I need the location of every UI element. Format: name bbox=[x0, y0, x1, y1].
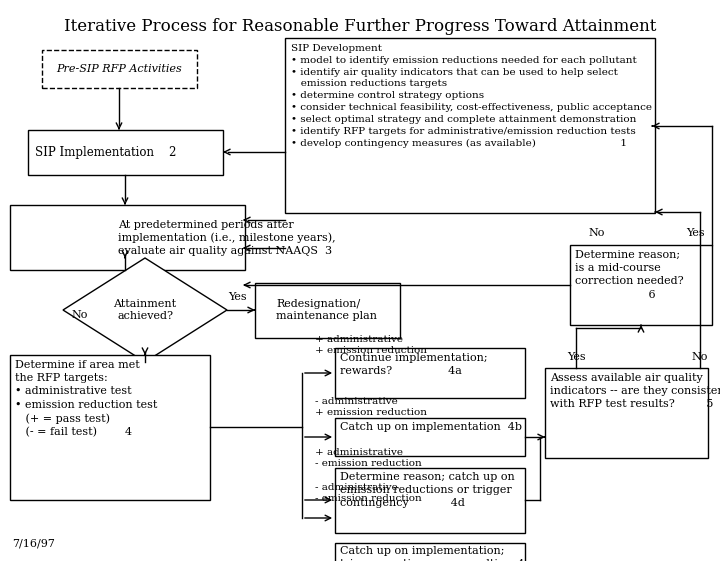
Text: At predetermined periods after
implementation (i.e., milestone years),
evaluate : At predetermined periods after implement… bbox=[118, 220, 336, 256]
Text: - administrative
- emission reduction: - administrative - emission reduction bbox=[315, 483, 422, 503]
Text: Pre-SIP RFP Activities: Pre-SIP RFP Activities bbox=[56, 64, 182, 74]
Bar bbox=[335, 468, 525, 533]
Text: Yes: Yes bbox=[567, 352, 585, 362]
Bar bbox=[570, 245, 712, 325]
Bar bbox=[335, 543, 525, 561]
Text: SIP Development
• model to identify emission reductions needed for each pollutan: SIP Development • model to identify emis… bbox=[291, 44, 652, 148]
Text: + administrative
+ emission reduction: + administrative + emission reduction bbox=[315, 335, 427, 355]
Bar bbox=[335, 418, 525, 456]
Text: Yes: Yes bbox=[228, 292, 246, 302]
Bar bbox=[28, 130, 223, 175]
Text: SIP Implementation    2: SIP Implementation 2 bbox=[35, 145, 176, 159]
Bar bbox=[335, 348, 525, 398]
Text: Assess available air quality
indicators -- are they consistent
with RFP test res: Assess available air quality indicators … bbox=[550, 373, 720, 410]
Bar bbox=[10, 205, 245, 270]
Text: Continue implementation;
rewards?                4a: Continue implementation; rewards? 4a bbox=[340, 353, 487, 376]
Text: + administrative
- emission reduction: + administrative - emission reduction bbox=[315, 448, 422, 468]
Bar bbox=[10, 355, 210, 500]
Text: - administrative
+ emission reduction: - administrative + emission reduction bbox=[315, 397, 427, 417]
Text: Determine reason; catch up on
emission reductions or trigger
contingency        : Determine reason; catch up on emission r… bbox=[340, 472, 515, 508]
Text: Determine reason;
is a mid-course
correction needed?
                     6: Determine reason; is a mid-course correc… bbox=[575, 250, 683, 300]
Text: Catch up on implementation;
trigger contingency; penalties  4c: Catch up on implementation; trigger cont… bbox=[340, 546, 531, 561]
Text: Yes: Yes bbox=[685, 228, 704, 238]
Bar bbox=[42, 50, 197, 88]
Polygon shape bbox=[63, 258, 227, 362]
Text: 7/16/97: 7/16/97 bbox=[12, 538, 55, 548]
Bar bbox=[255, 283, 400, 338]
Text: Redesignation/
maintenance plan: Redesignation/ maintenance plan bbox=[276, 299, 377, 321]
Text: No: No bbox=[72, 310, 88, 320]
Text: Iterative Process for Reasonable Further Progress Toward Attainment: Iterative Process for Reasonable Further… bbox=[64, 18, 656, 35]
Text: No: No bbox=[692, 352, 708, 362]
Text: Catch up on implementation  4b: Catch up on implementation 4b bbox=[340, 422, 522, 432]
Text: Attainment
achieved?: Attainment achieved? bbox=[114, 299, 176, 321]
Bar bbox=[545, 368, 708, 458]
Text: Determine if area met
the RFP targets:
• administrative test
• emission reductio: Determine if area met the RFP targets: •… bbox=[15, 360, 158, 437]
Bar bbox=[285, 38, 655, 213]
Text: No: No bbox=[589, 228, 606, 238]
